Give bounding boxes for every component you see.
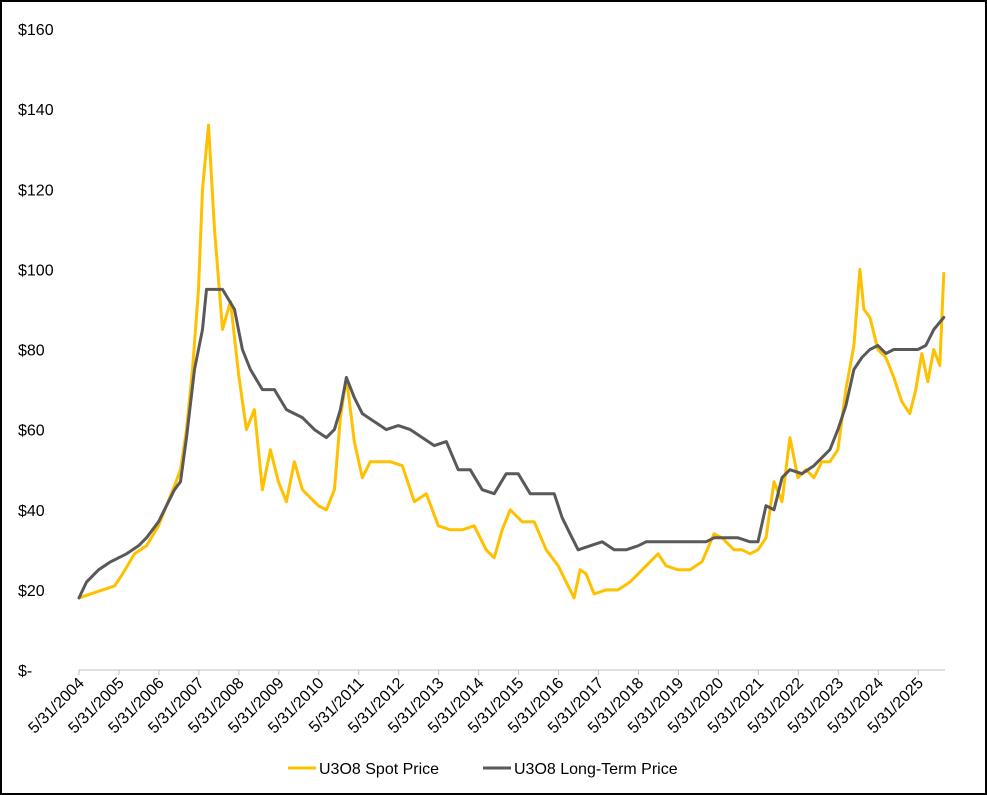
x-axis-tick-labels: 5/31/20045/31/20055/31/20065/31/20075/31…: [25, 675, 927, 737]
y-tick-label: $60: [18, 423, 45, 440]
series-line-long-term: [77, 287, 946, 600]
series-lines: [77, 123, 946, 600]
y-tick-label: $80: [18, 343, 45, 360]
y-tick-label: $20: [18, 583, 45, 600]
x-axis-ticks: [78, 670, 919, 675]
y-tick-label: $-: [18, 663, 32, 680]
y-axis-labels: $- $20 $40 $60 $80 $100 $120 $140 $160: [18, 22, 54, 680]
y-tick-label: $100: [18, 262, 54, 279]
series-line-spot: [77, 123, 946, 600]
y-tick-label: $140: [18, 102, 54, 119]
legend-label-spot: U3O8 Spot Price: [319, 761, 439, 778]
y-tick-label: $160: [18, 22, 54, 39]
y-tick-label: $120: [18, 182, 54, 199]
legend: U3O8 Spot Price U3O8 Long-Term Price: [288, 761, 678, 778]
legend-label-long-term: U3O8 Long-Term Price: [514, 761, 678, 778]
y-tick-label: $40: [18, 503, 45, 520]
